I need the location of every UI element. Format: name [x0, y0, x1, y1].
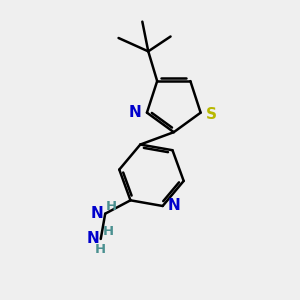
Text: H: H — [95, 243, 106, 256]
Text: N: N — [86, 231, 99, 246]
Text: N: N — [91, 206, 104, 220]
Text: N: N — [168, 199, 181, 214]
Text: H: H — [106, 200, 117, 213]
Text: H: H — [103, 225, 114, 238]
Text: N: N — [129, 105, 142, 120]
Text: S: S — [206, 106, 217, 122]
